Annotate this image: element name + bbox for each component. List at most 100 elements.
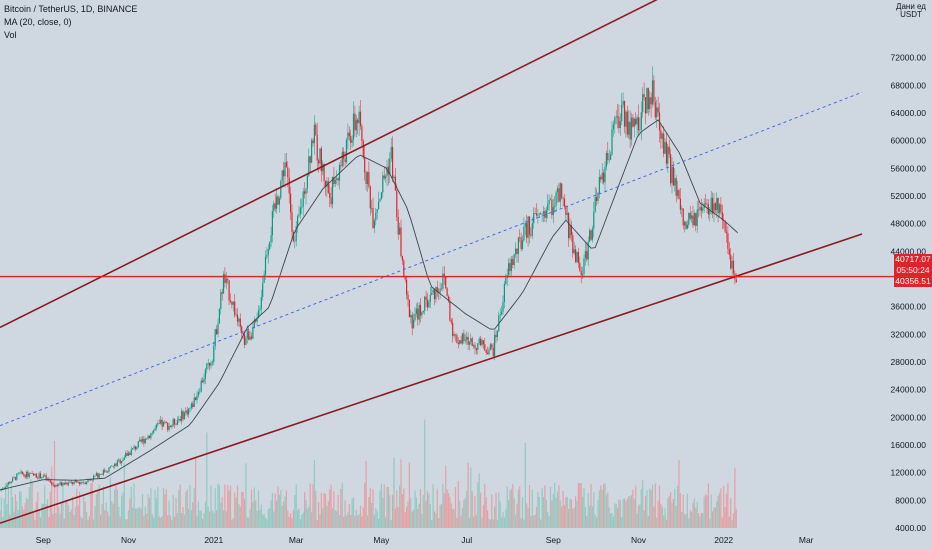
volume-bar bbox=[111, 501, 113, 528]
candle-body bbox=[31, 473, 33, 474]
volume-bar bbox=[649, 488, 651, 528]
volume-bar bbox=[468, 517, 471, 528]
volume-bar bbox=[454, 487, 457, 528]
volume-bar bbox=[665, 519, 668, 528]
candle-body bbox=[207, 363, 209, 364]
candle-body bbox=[579, 262, 581, 272]
volume-bar bbox=[337, 494, 339, 528]
time-tick-label: Nov bbox=[121, 535, 137, 545]
volume-bar bbox=[368, 496, 370, 528]
candle-body bbox=[623, 101, 626, 127]
time-axis[interactable]: Sep Nov 2021 Mar May Jul Sep Nov 2022 Mar bbox=[36, 535, 814, 545]
candle-body bbox=[471, 338, 473, 347]
candle-body bbox=[575, 249, 577, 262]
candle-body bbox=[413, 319, 415, 329]
volume-bar bbox=[80, 516, 82, 528]
volume-bar bbox=[593, 492, 595, 528]
candle-body bbox=[524, 223, 526, 227]
volume-bar bbox=[144, 506, 146, 528]
volume-bar bbox=[689, 510, 691, 528]
candle-body bbox=[178, 419, 180, 421]
candle-body bbox=[306, 175, 308, 189]
candle-body bbox=[348, 132, 350, 137]
volume-bar bbox=[56, 485, 58, 528]
volume-bar bbox=[364, 482, 366, 528]
ma-indicator-label[interactable]: MA (20, close, 0) bbox=[4, 17, 72, 27]
volume-bar bbox=[382, 498, 384, 528]
volume-bar bbox=[168, 500, 170, 528]
candle-body bbox=[447, 296, 450, 302]
volume-bar bbox=[63, 518, 65, 528]
volume-bar bbox=[565, 497, 567, 528]
candle-body bbox=[172, 419, 174, 426]
candle-body bbox=[630, 117, 633, 140]
volume-bar bbox=[591, 506, 593, 528]
volume-bar bbox=[140, 508, 142, 528]
volume-bar bbox=[630, 495, 633, 528]
candle-body bbox=[111, 465, 113, 467]
volume-bar bbox=[547, 512, 549, 528]
volume-bar bbox=[456, 517, 458, 528]
symbol-title[interactable]: Bitcoin / TetherUS, 1D, BINANCE bbox=[4, 4, 138, 14]
volume-bar bbox=[586, 515, 588, 528]
candle-body bbox=[376, 209, 378, 213]
candle-body bbox=[628, 121, 630, 135]
volume-bar bbox=[519, 486, 521, 528]
volume-bar bbox=[675, 505, 677, 528]
candle-body bbox=[689, 213, 691, 219]
candle-body bbox=[366, 172, 369, 184]
candle-body bbox=[115, 463, 117, 466]
candle-body bbox=[143, 438, 145, 444]
volume-bar bbox=[361, 516, 363, 528]
candle-body bbox=[600, 176, 602, 180]
candle-body bbox=[123, 457, 125, 460]
currency-label[interactable]: USDT bbox=[900, 10, 922, 19]
candle-body bbox=[678, 190, 680, 199]
candle-body bbox=[277, 196, 279, 205]
volume-bar bbox=[636, 513, 638, 528]
candle-body bbox=[100, 474, 102, 475]
candle-body bbox=[721, 211, 723, 221]
volume-bar bbox=[146, 513, 148, 528]
candle-body bbox=[644, 97, 647, 114]
candle-body bbox=[24, 475, 26, 478]
price-axis[interactable]: 72000.00 68000.00 64000.00 60000.00 56000.00… bbox=[891, 53, 927, 533]
volume-bar bbox=[601, 490, 603, 528]
volume-bar bbox=[295, 484, 297, 528]
volume-bar bbox=[257, 490, 260, 528]
volume-bar bbox=[408, 462, 410, 528]
candle-body bbox=[601, 172, 603, 180]
price-tick-label: 24000.00 bbox=[891, 385, 927, 395]
volume-bar bbox=[116, 490, 118, 528]
volume-bar bbox=[682, 494, 684, 528]
candle-body bbox=[686, 224, 688, 229]
candle-body bbox=[42, 475, 44, 478]
candle-body bbox=[453, 334, 455, 337]
candle-body bbox=[702, 208, 704, 211]
candle-body bbox=[340, 165, 342, 166]
volume-indicator-label[interactable]: Vol bbox=[4, 30, 17, 40]
candle-body bbox=[540, 213, 542, 215]
volume-bar bbox=[225, 511, 227, 528]
candle-body bbox=[732, 260, 735, 274]
candle-body bbox=[30, 473, 32, 474]
volume-bar bbox=[548, 516, 550, 528]
candle-body bbox=[527, 216, 529, 238]
candle-body bbox=[7, 482, 9, 485]
volume-bar bbox=[109, 477, 111, 528]
drawings[interactable] bbox=[0, 0, 894, 524]
volume-bar bbox=[705, 494, 707, 528]
candle-body bbox=[396, 190, 398, 217]
volume-bar bbox=[517, 489, 519, 528]
volume-bar bbox=[73, 515, 75, 528]
candle-body bbox=[369, 186, 371, 209]
volume-bar bbox=[153, 517, 155, 528]
volume-bar bbox=[393, 457, 395, 528]
candle-body bbox=[320, 148, 322, 172]
volume-bar bbox=[218, 485, 220, 528]
candle-body bbox=[562, 197, 564, 199]
volume-bar bbox=[108, 516, 110, 528]
candle-body bbox=[466, 336, 468, 340]
